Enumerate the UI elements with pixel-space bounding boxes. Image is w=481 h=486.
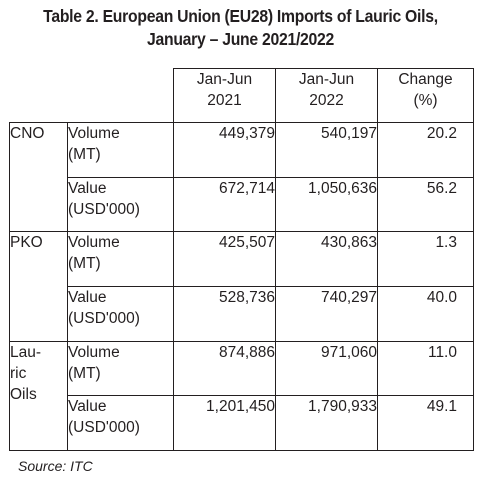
column-header-2021-line1: Jan-Jun [196, 71, 253, 88]
table-row: PKO Volume (MT) 425,507 430,863 1.3 [9, 231, 474, 342]
group-label-lauric-oils: Lau- ric Oils [9, 340, 68, 452]
metric-unit: (MT) [68, 364, 101, 382]
value-2022: 1,790,933 [275, 395, 378, 451]
metric-cell: Volume (MT) [67, 340, 174, 397]
header-row: Jan-Jun 2021 Jan-Jun 2022 Change (%) [9, 68, 474, 123]
blank-corner-cell [9, 68, 174, 123]
value-2021: 425,507 [173, 231, 276, 287]
group-label-pko: PKO [9, 231, 68, 342]
column-header-change-line1: Change [398, 71, 453, 88]
metric-name: Volume [68, 125, 120, 142]
metric-unit: (USD'000) [68, 419, 140, 437]
group-label-cno: CNO [9, 121, 68, 233]
metric-cell: Volume (MT) [67, 231, 174, 287]
metric-cell: Volume (MT) [67, 122, 174, 178]
metric-name: Value [68, 398, 107, 416]
value-2021: 528,736 [173, 285, 276, 342]
metric-cell: Value (USD'000) [67, 285, 174, 342]
group-label-line: ric [10, 364, 27, 382]
table-row: CNO Volume (MT) 449,379 540,197 20.2 [9, 121, 474, 233]
metric-unit: (MT) [68, 146, 101, 163]
metric-name: Value [68, 179, 107, 197]
value-2021: 874,886 [173, 340, 276, 397]
column-header-change: Change (%) [377, 68, 474, 123]
metric-name: Value [68, 288, 107, 306]
column-header-2021-line2: 2021 [207, 92, 242, 109]
group-label-line: Lau- [10, 343, 42, 361]
value-change: 56.2 [377, 176, 474, 233]
metric-unit: (USD'000) [68, 309, 140, 327]
metric-unit: (USD'000) [68, 200, 140, 218]
table-row: Lau- ric Oils Volume (MT) 874,886 971,06… [9, 340, 474, 452]
metric-name: Volume [68, 343, 120, 361]
value-2022: 540,197 [275, 122, 378, 178]
table-row: Value (USD'000) 528,736 740,297 40.0 [10, 285, 474, 342]
table-title: Table 2. European Union (EU28) Imports o… [24, 5, 457, 51]
column-header-2021: Jan-Jun 2021 [173, 68, 276, 123]
value-change: 1.3 [377, 231, 474, 287]
value-2022: 430,863 [275, 231, 378, 287]
value-2021: 449,379 [173, 122, 276, 178]
value-change: 20.2 [377, 122, 474, 178]
metric-unit: (MT) [68, 255, 101, 273]
table-row: Value (USD'000) 1,201,450 1,790,933 49.1 [10, 395, 474, 451]
value-2021: 672,714 [173, 176, 276, 233]
column-header-change-line2: (%) [413, 92, 438, 109]
value-2021: 1,201,450 [173, 395, 276, 451]
title-line-1: Table 2. European Union (EU28) Imports o… [43, 6, 438, 26]
value-2022: 1,050,636 [275, 176, 378, 233]
column-header-2022-line1: Jan-Jun [298, 71, 355, 88]
group-label-line: CNO [10, 125, 45, 142]
value-change: 40.0 [377, 285, 474, 342]
imports-table: Jan-Jun 2021 Jan-Jun 2022 Change (%) CNO… [9, 68, 474, 452]
title-line-2: January – June 2021/2022 [146, 29, 335, 49]
metric-cell: Value (USD'000) [67, 176, 174, 233]
group-label-line: Oils [10, 385, 37, 403]
column-header-2022: Jan-Jun 2022 [275, 68, 378, 123]
table-row: Value (USD'000) 672,714 1,050,636 56.2 [10, 176, 474, 233]
value-change: 49.1 [377, 395, 474, 451]
column-header-2022-line2: 2022 [309, 92, 344, 109]
metric-name: Volume [68, 234, 120, 252]
group-label-line: PKO [10, 234, 43, 252]
value-2022: 740,297 [275, 285, 378, 342]
value-2022: 971,060 [275, 340, 378, 397]
source-note: Source: ITC [18, 458, 93, 474]
metric-cell: Value (USD'000) [67, 395, 174, 451]
value-change: 11.0 [377, 340, 474, 397]
